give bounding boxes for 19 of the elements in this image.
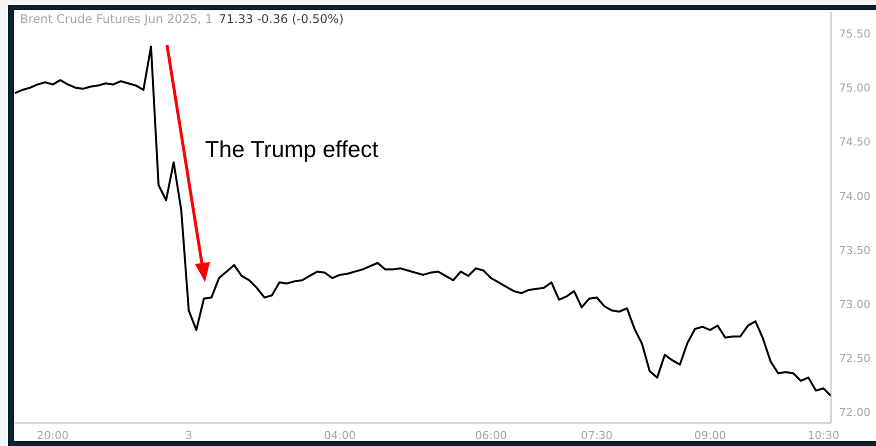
y-tick-label: 75.50 — [839, 28, 870, 41]
x-tick-label: 09:00 — [694, 428, 726, 442]
y-tick-label: 72.00 — [839, 406, 870, 420]
y-tick-label: 74.00 — [839, 190, 870, 203]
x-tick-label: 07:30 — [580, 428, 613, 442]
x-tick-label: 10:30 — [808, 428, 840, 442]
annotation: The Trump effect — [205, 136, 378, 163]
x-tick-label: 06:00 — [475, 428, 507, 442]
chart-subtitle: 71.33 -0.36 (-0.50%) — [218, 12, 344, 26]
line-series — [14, 46, 832, 397]
y-tick-label: 74.50 — [839, 136, 870, 149]
x-tick-label: 04:00 — [324, 428, 356, 442]
y-tick-label: 73.50 — [839, 244, 870, 257]
y-tick-label: 75.00 — [839, 82, 870, 95]
chart-title: Brent Crude Futures Jun 2025, 1 — [20, 12, 213, 26]
y-tick-label: 73.00 — [839, 298, 870, 311]
x-tick-label: 3 — [185, 428, 192, 442]
y-tick-label: 72.50 — [839, 352, 870, 366]
x-tick-label: 20:00 — [36, 428, 69, 442]
